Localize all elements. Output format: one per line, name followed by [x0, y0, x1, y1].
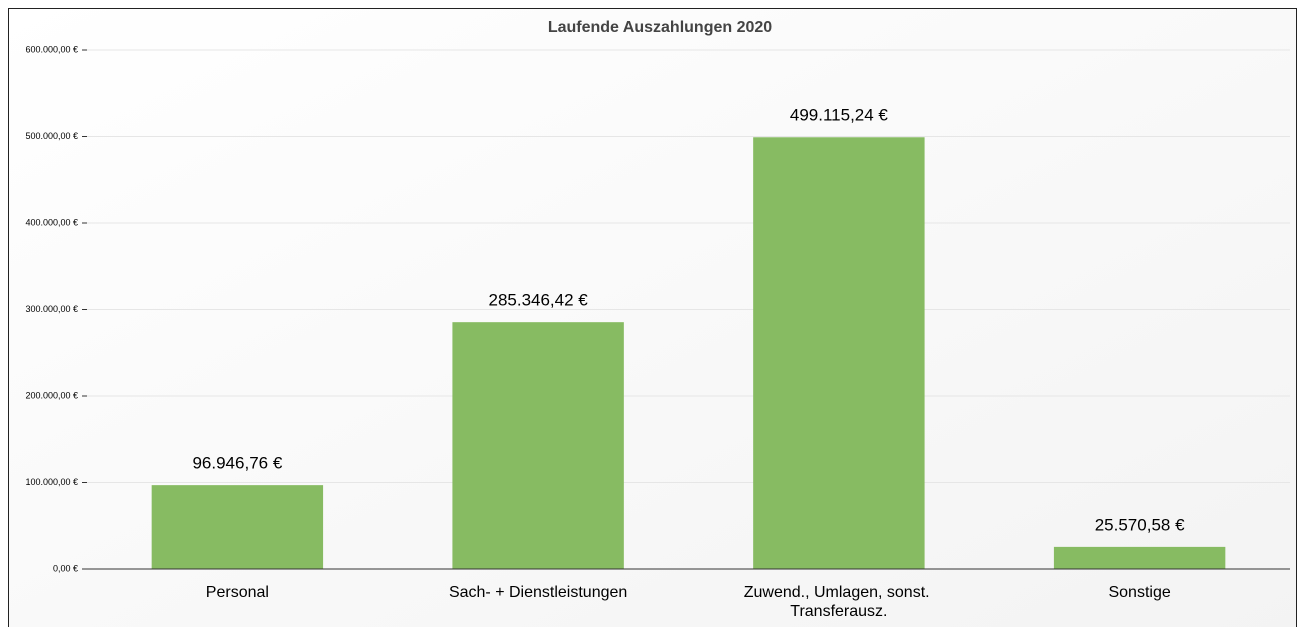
- y-tick-label: 200.000,00 €: [25, 390, 78, 400]
- bar: [452, 322, 624, 569]
- chart-title: Laufende Auszahlungen 2020: [548, 19, 772, 36]
- bar: [753, 137, 925, 569]
- data-label: 96.946,76 €: [192, 454, 282, 473]
- y-tick-label: 0,00 €: [53, 563, 78, 573]
- bar: [151, 485, 324, 569]
- y-tick-label: 400.000,00 €: [25, 217, 78, 227]
- x-tick-label: Sach- + Dienstleistungen: [449, 584, 627, 601]
- data-label: 285.346,42 €: [488, 291, 588, 310]
- y-tick-label: 600.000,00 €: [25, 44, 78, 54]
- y-tick-label: 300.000,00 €: [25, 304, 78, 314]
- y-tick-label: 500.000,00 €: [25, 131, 78, 141]
- bar: [1053, 546, 1226, 569]
- x-tick-label: Personal: [206, 584, 269, 601]
- y-tick-label: 100.000,00 €: [25, 477, 78, 487]
- x-tick-label: Zuwend., Umlagen, sonst. Transferausz.: [744, 584, 934, 620]
- x-tick-label: Sonstige: [1108, 584, 1170, 601]
- data-label: 499.115,24 €: [790, 106, 889, 125]
- data-label: 25.570,58 €: [1095, 515, 1185, 534]
